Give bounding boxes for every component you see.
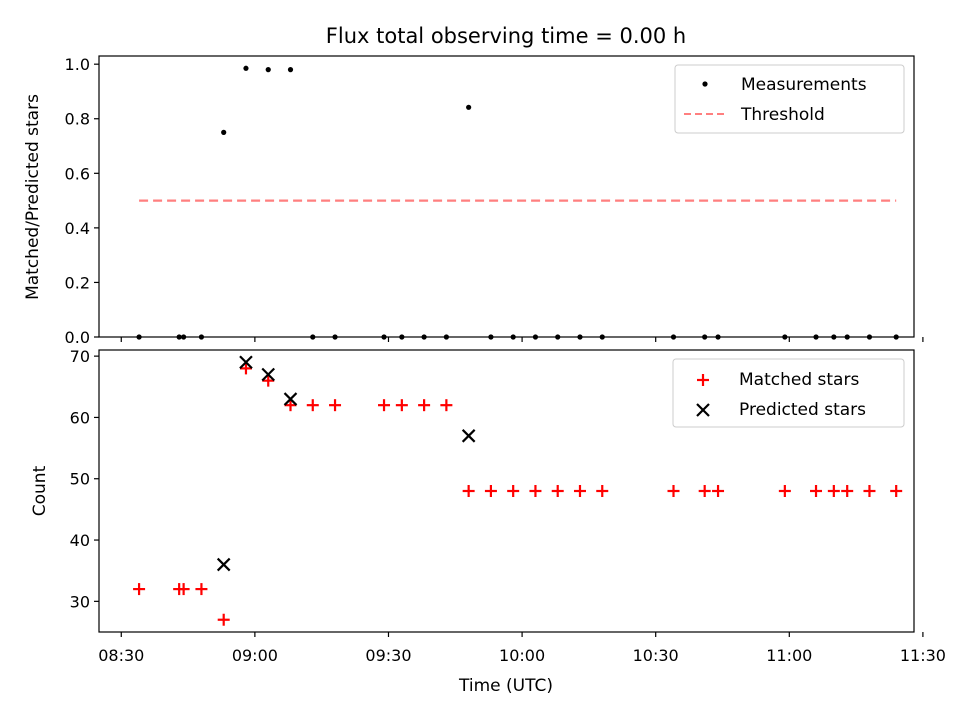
- y-tick-label: 0.8: [65, 110, 90, 129]
- top-x-ticks: [120, 337, 924, 342]
- y-tick-label: 50: [70, 470, 90, 489]
- matched-stars-point: [440, 399, 453, 412]
- x-tick-label: 10:00: [499, 646, 545, 665]
- bottom-y-axis-label: Count: [30, 465, 50, 516]
- top-y-axis: 0.0 0.2 0.4 0.6 0.8 1.0: [65, 55, 99, 347]
- predicted-stars-point: [216, 557, 231, 572]
- predicted-stars-point: [261, 367, 276, 382]
- legend-matched-marker: [697, 374, 709, 386]
- bottom-legend: Matched stars Predicted stars: [672, 358, 905, 428]
- y-tick-label: 40: [70, 531, 90, 550]
- matched-stars-point: [810, 485, 823, 497]
- legend-predicted-label: Predicted stars: [739, 400, 866, 420]
- x-tick-label: 10:30: [633, 646, 679, 665]
- y-tick-label: 0.2: [65, 273, 90, 292]
- matched-stars-point: [239, 362, 252, 375]
- matched-stars-point: [395, 399, 408, 412]
- legend-measurements-marker: [702, 81, 708, 87]
- matched-stars-point: [329, 399, 342, 412]
- x-tick-label: 11:00: [766, 646, 812, 665]
- y-tick-label: 60: [70, 408, 90, 427]
- matched-stars-point: [484, 485, 497, 497]
- measurement-point: [221, 129, 227, 135]
- predicted-stars-point: [283, 392, 298, 406]
- bottom-plot-area: [133, 355, 903, 626]
- matched-stars-point: [378, 399, 391, 412]
- matched-stars-point: [841, 485, 854, 497]
- y-tick-label: 0.0: [65, 328, 90, 347]
- matched-stars-point: [596, 485, 609, 497]
- x-axis-label: Time (UTC): [458, 676, 553, 696]
- matched-stars-point: [306, 399, 319, 412]
- legend-predicted-marker: [696, 403, 710, 417]
- matched-stars-point: [573, 485, 586, 497]
- y-tick-label: 1.0: [65, 55, 90, 74]
- x-tick-label: 08:30: [98, 646, 144, 665]
- predicted-stars-point: [239, 355, 253, 370]
- matched-stars-point: [863, 485, 876, 497]
- bottom-legend-box: [672, 358, 905, 428]
- matched-stars-point: [712, 485, 725, 497]
- matched-stars-point: [551, 485, 564, 497]
- predicted-stars-point: [461, 429, 476, 443]
- y-tick-label: 0.6: [65, 164, 90, 183]
- x-tick-label: 09:00: [232, 646, 278, 665]
- y-tick-label: 0.4: [65, 219, 90, 238]
- measurement-point: [466, 104, 472, 110]
- matched-stars-point: [262, 374, 275, 387]
- top-y-axis-label: Matched/Predicted stars: [23, 94, 43, 300]
- top-legend-box: [674, 64, 905, 134]
- matched-stars-point: [284, 399, 297, 412]
- matched-stars-point: [827, 485, 840, 497]
- bottom-panel: 30 40 50 60 70 08:30 09:00 09:30 10:00 10:30 11:0…: [30, 347, 946, 665]
- matched-stars-point: [133, 583, 146, 596]
- measurement-point: [265, 67, 271, 73]
- matched-stars-point: [890, 485, 903, 497]
- legend-threshold-label: Threshold: [740, 105, 825, 125]
- legend-measurements-label: Measurements: [741, 75, 867, 95]
- x-tick-label: 09:30: [365, 646, 411, 665]
- bottom-y-axis: 30 40 50 60 70: [70, 347, 99, 611]
- chart-title: Flux total observing time = 0.00 h: [326, 24, 686, 48]
- y-tick-label: 70: [70, 347, 90, 366]
- top-panel: 0.0 0.2 0.4 0.6 0.8 1.0 Matched/Predicted sta…: [23, 55, 924, 347]
- matched-stars-point: [529, 485, 542, 497]
- bottom-axes-frame: [98, 349, 915, 633]
- y-tick-label: 30: [70, 592, 90, 611]
- matched-stars-point: [418, 399, 431, 412]
- matched-stars-point: [778, 485, 791, 497]
- x-tick-label: 11:30: [900, 646, 946, 665]
- matched-stars-point: [698, 485, 711, 497]
- matched-stars-point: [667, 485, 680, 497]
- measurement-point: [287, 67, 294, 73]
- legend-matched-label: Matched stars: [739, 370, 859, 390]
- top-legend: Measurements Threshold: [674, 64, 905, 134]
- top-axes-frame: [98, 55, 915, 338]
- matched-stars-point: [177, 583, 190, 596]
- measurement-point: [243, 65, 249, 71]
- matched-stars-point: [507, 485, 520, 497]
- top-plot-area: [136, 65, 899, 340]
- bottom-x-ticks: 08:30 09:00 09:30 10:00 10:30 11:00 11:30: [98, 632, 946, 665]
- matched-stars-point: [462, 485, 475, 497]
- matched-stars-point: [195, 583, 208, 596]
- matched-stars-point: [217, 613, 230, 626]
